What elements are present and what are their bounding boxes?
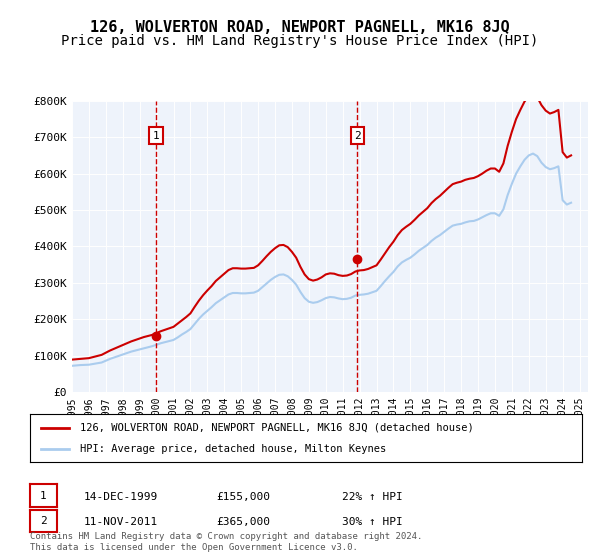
Text: £365,000: £365,000 [216, 517, 270, 528]
Text: 14-DEC-1999: 14-DEC-1999 [84, 492, 158, 502]
Text: £155,000: £155,000 [216, 492, 270, 502]
Text: 11-NOV-2011: 11-NOV-2011 [84, 517, 158, 528]
Text: 30% ↑ HPI: 30% ↑ HPI [342, 517, 403, 528]
Text: 1: 1 [152, 130, 159, 141]
Text: Price paid vs. HM Land Registry's House Price Index (HPI): Price paid vs. HM Land Registry's House … [61, 34, 539, 48]
Text: Contains HM Land Registry data © Crown copyright and database right 2024.
This d: Contains HM Land Registry data © Crown c… [30, 532, 422, 552]
Text: 126, WOLVERTON ROAD, NEWPORT PAGNELL, MK16 8JQ (detached house): 126, WOLVERTON ROAD, NEWPORT PAGNELL, MK… [80, 423, 473, 433]
Text: HPI: Average price, detached house, Milton Keynes: HPI: Average price, detached house, Milt… [80, 444, 386, 454]
Text: 2: 2 [40, 516, 47, 526]
Text: 2: 2 [354, 130, 361, 141]
Text: 22% ↑ HPI: 22% ↑ HPI [342, 492, 403, 502]
Text: 126, WOLVERTON ROAD, NEWPORT PAGNELL, MK16 8JQ: 126, WOLVERTON ROAD, NEWPORT PAGNELL, MK… [90, 20, 510, 35]
Text: 1: 1 [40, 491, 47, 501]
